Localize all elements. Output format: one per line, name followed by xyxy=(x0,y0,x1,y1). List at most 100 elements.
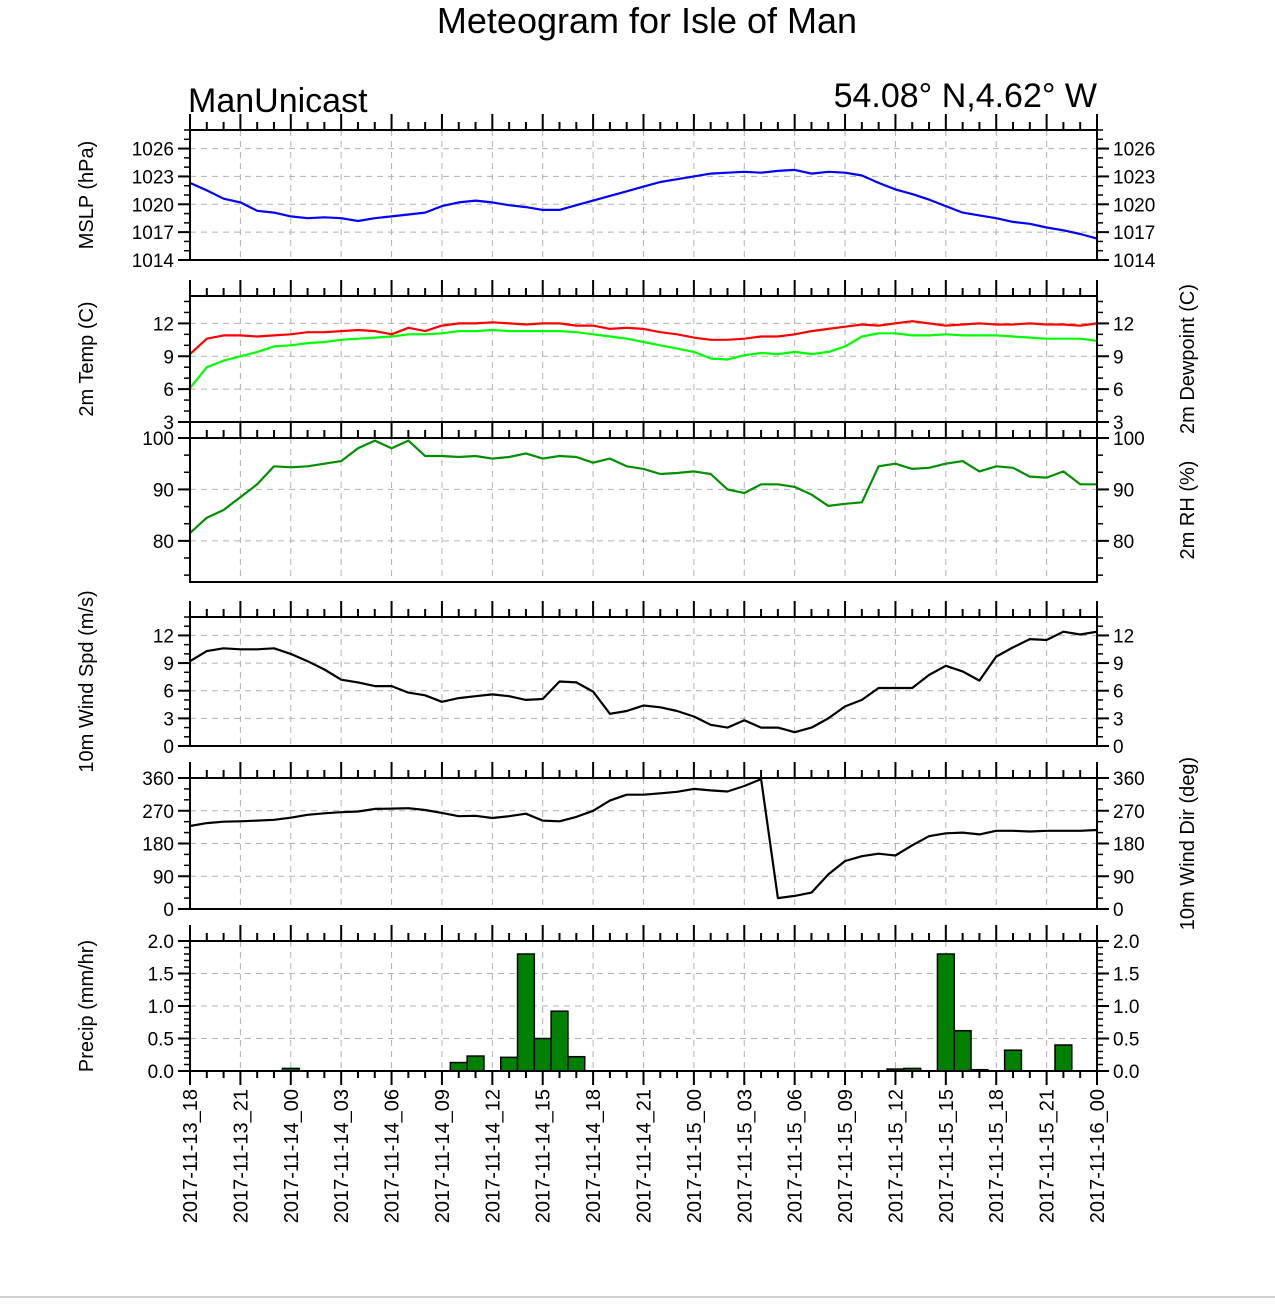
y-tick-label-right: 180 xyxy=(1113,835,1145,856)
x-tick-label: 2017-11-14_18 xyxy=(583,1089,605,1223)
x-tick-label: 2017-11-15_06 xyxy=(785,1089,807,1223)
y-tick-label-right: 6 xyxy=(1113,682,1124,703)
y-axis-label-right: 10m Wind Dir (deg) xyxy=(1177,757,1199,930)
y-tick-label-right: 0.0 xyxy=(1113,1062,1139,1083)
y-axis-label-left: Precip (mm/hr) xyxy=(76,940,98,1072)
y-axis-label-left: MSLP (hPa) xyxy=(76,141,98,250)
x-tick-label: 2017-11-14_12 xyxy=(482,1089,504,1223)
y-tick-label-left: 1.0 xyxy=(148,997,174,1018)
y-tick-label-left: 90 xyxy=(153,480,174,501)
y-tick-label-right: 12 xyxy=(1113,626,1134,647)
panel-frame xyxy=(189,437,1098,583)
y-tick-label-right: 9 xyxy=(1113,347,1124,368)
y-tick-label-right: 90 xyxy=(1113,867,1134,888)
panel-precip: 0.0 0.0 0.5 0.5 1.0 1.0 1.5 1.5 2.0 2.0 Precip (mm… xyxy=(76,925,1139,1085)
x-tick-label: 2017-11-15_03 xyxy=(734,1089,756,1223)
panel-wdir: 0 0 90 90 180 180 270 270 360 360 10m Wind Dir (de… xyxy=(142,757,1199,930)
y-tick-label-right: 6 xyxy=(1113,380,1124,401)
y-tick-label-left: 6 xyxy=(163,380,174,401)
precip-bar xyxy=(466,1055,485,1072)
precip-bar xyxy=(516,953,536,1072)
x-tick-label: 2017-11-14_15 xyxy=(533,1089,555,1223)
y-tick-label-left: 0.0 xyxy=(148,1062,174,1083)
subtitle-station: ManUnicast xyxy=(188,82,368,120)
y-axis-label-right: 2m RH (%) xyxy=(1177,461,1199,560)
panel-temp: 3 3 6 6 9 9 12 12 2m Temp (C) 2m Dewpoint (C) xyxy=(76,280,1199,434)
y-tick-label-left: 1020 xyxy=(132,195,174,216)
panel-frame xyxy=(189,777,1098,910)
precip-bar xyxy=(1003,1049,1023,1072)
series-line-temp-1 xyxy=(189,328,1098,389)
y-tick-label-right: 12 xyxy=(1113,314,1134,335)
y-tick-label-left: 0.5 xyxy=(148,1030,174,1051)
panel-frame xyxy=(189,129,1098,261)
y-tick-label-right: 2.0 xyxy=(1113,932,1139,953)
y-tick-label-right: 0 xyxy=(1113,900,1124,921)
y-tick-label-right: 3 xyxy=(1113,413,1124,434)
y-tick-label-left: 2.0 xyxy=(148,932,174,953)
panel-frame xyxy=(189,616,1098,747)
y-tick-label-left: 90 xyxy=(153,867,174,888)
precip-bar xyxy=(533,1037,552,1072)
precip-bar xyxy=(449,1061,468,1072)
y-tick-label-right: 1020 xyxy=(1113,195,1155,216)
y-tick-label-left: 1.5 xyxy=(148,965,174,986)
y-tick-label-left: 0 xyxy=(163,900,174,921)
precip-bar xyxy=(567,1055,586,1072)
precip-bar xyxy=(936,953,955,1072)
y-tick-label-left: 1017 xyxy=(132,223,174,244)
chart-title: Meteogram for Isle of Man xyxy=(437,0,857,41)
x-tick-label: 2017-11-16_00 xyxy=(1087,1089,1109,1223)
y-tick-label-left: 6 xyxy=(163,682,174,703)
panels-group: 1014 1014 1017 1017 1020 1020 1023 1023 1026 1026… xyxy=(76,114,1199,1223)
panel-mslp: 1014 1014 1017 1017 1020 1020 1023 1023 1026 1026… xyxy=(76,114,1156,272)
x-tick-label: 2017-11-15_00 xyxy=(684,1089,706,1223)
x-tick-label: 2017-11-15_15 xyxy=(936,1089,958,1223)
y-tick-label-right: 0.5 xyxy=(1113,1030,1139,1051)
y-tick-label-right: 90 xyxy=(1113,480,1134,501)
y-tick-label-right: 3 xyxy=(1113,709,1124,730)
panel-wspd: 0 0 3 3 6 6 9 9 12 12 10m Wind Spd (m/s) xyxy=(76,590,1134,772)
y-tick-label-right: 9 xyxy=(1113,654,1124,675)
y-tick-label-left: 3 xyxy=(163,709,174,730)
x-tick-label: 2017-11-15_09 xyxy=(835,1089,857,1223)
series-line-temp-0 xyxy=(189,320,1098,355)
y-tick-label-right: 270 xyxy=(1113,802,1145,823)
x-tick-label: 2017-11-15_18 xyxy=(986,1089,1008,1223)
y-tick-label-right: 1014 xyxy=(1113,251,1156,272)
y-tick-label-right: 1017 xyxy=(1113,223,1155,244)
x-tick-label: 2017-11-14_00 xyxy=(281,1089,303,1223)
y-tick-label-right: 80 xyxy=(1113,532,1134,553)
y-tick-label-right: 0 xyxy=(1113,737,1124,758)
series-line-mslp-0 xyxy=(189,168,1098,240)
x-tick-label: 2017-11-15_21 xyxy=(1037,1089,1059,1223)
y-tick-label-right: 1023 xyxy=(1113,167,1155,188)
y-tick-label-left: 12 xyxy=(153,626,174,647)
subtitle-coordinates: 54.08° N,4.62° W xyxy=(834,77,1097,115)
x-tick-label: 2017-11-15_12 xyxy=(885,1089,907,1223)
y-tick-label-left: 9 xyxy=(163,347,174,368)
y-tick-label-left: 3 xyxy=(163,413,174,434)
y-tick-label-left: 360 xyxy=(142,769,174,790)
y-tick-label-right: 360 xyxy=(1113,769,1145,790)
y-axis-label-right: 2m Dewpoint (C) xyxy=(1177,284,1199,434)
panel-rh: 80 80 90 90 100 100 2m RH (%) xyxy=(142,422,1199,583)
y-tick-label-left: 12 xyxy=(153,314,174,335)
x-tick-label: 2017-11-14_09 xyxy=(432,1089,454,1223)
y-tick-label-left: 270 xyxy=(142,802,174,823)
series-line-wspd-0 xyxy=(189,630,1098,734)
series-line-wdir-0 xyxy=(189,777,1098,900)
y-tick-label-left: 80 xyxy=(153,532,174,553)
panel-frame xyxy=(189,295,1098,423)
y-tick-label-right: 1.5 xyxy=(1113,965,1139,986)
x-tick-label: 2017-11-14_03 xyxy=(331,1089,353,1223)
panel-frame xyxy=(189,940,1098,1072)
y-tick-label-left: 9 xyxy=(163,654,174,675)
precip-bar xyxy=(499,1056,519,1072)
x-tick-label: 2017-11-14_06 xyxy=(382,1089,404,1223)
y-axis-label-left: 2m Temp (C) xyxy=(76,301,98,416)
bottom-border xyxy=(0,1296,1275,1298)
precip-bar xyxy=(1054,1044,1073,1072)
